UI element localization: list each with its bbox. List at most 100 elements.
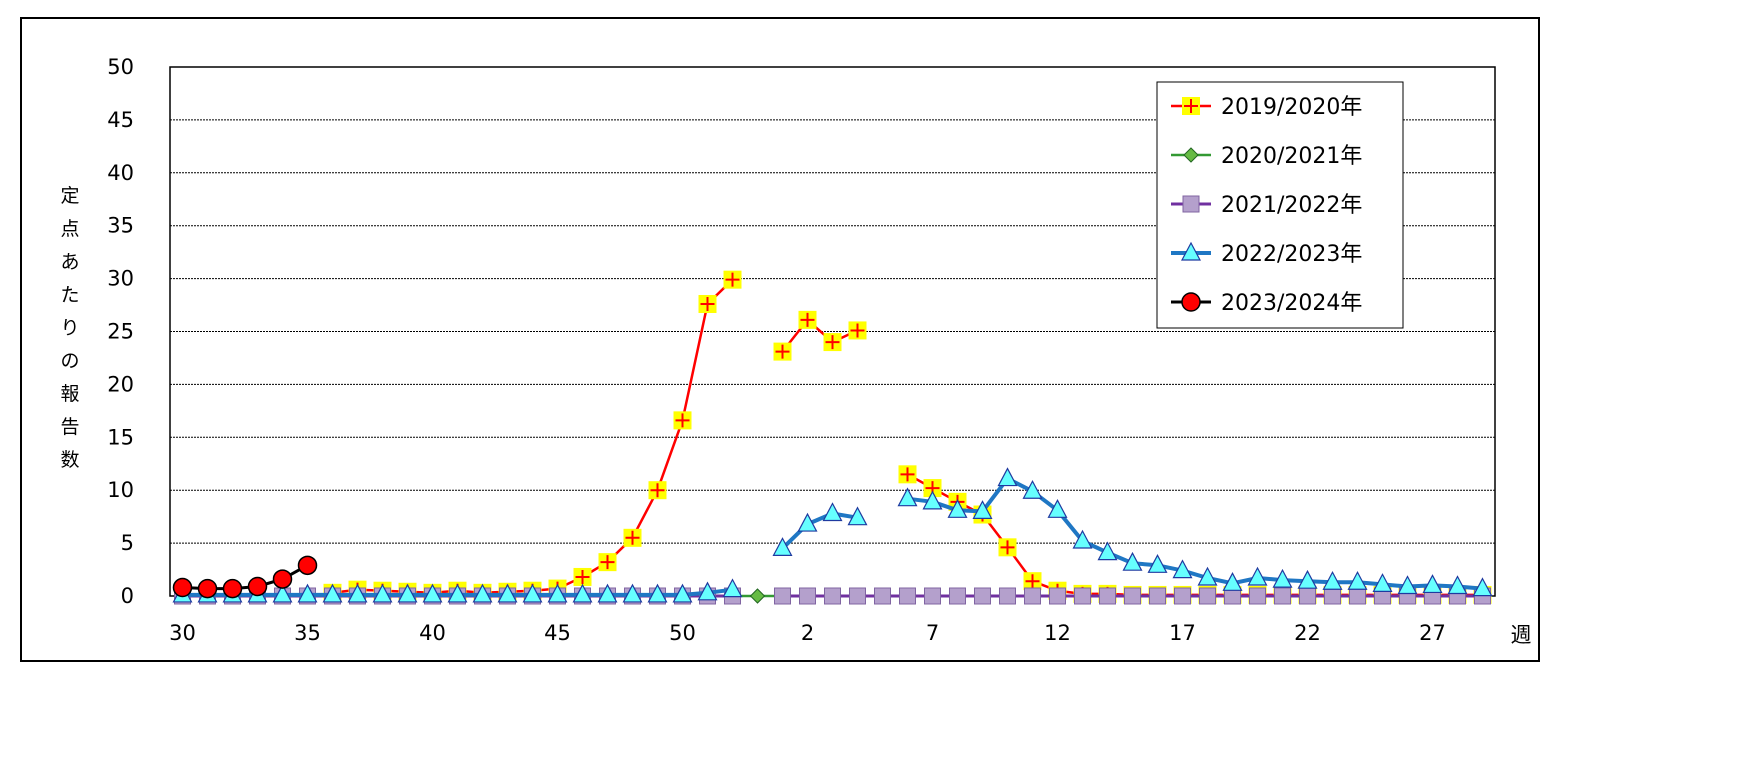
legend-label: 2022/2023年 (1221, 242, 1362, 267)
y-tick-label: 40 (107, 161, 134, 185)
series-4 (172, 555, 318, 599)
data-point (1072, 529, 1093, 549)
legend-label: 2019/2020年 (1221, 95, 1362, 120)
x-tick-label: 35 (294, 621, 321, 645)
y-tick-label: 45 (107, 108, 134, 132)
data-point (697, 581, 718, 601)
data-point (1124, 587, 1141, 605)
legend-entry: 2021/2022年 (1171, 193, 1362, 218)
legend: 2019/2020年 2020/2021年 2021/2022年 2022/2023年… (1156, 81, 1404, 329)
data-point (1249, 587, 1266, 605)
y-tick-label: 35 (107, 214, 134, 238)
data-point (297, 583, 318, 603)
data-point (1182, 195, 1200, 213)
x-tick-label: 45 (544, 621, 571, 645)
x-axis-label: 週 (1511, 623, 1532, 647)
data-point (1299, 587, 1316, 605)
y-tick-label: 10 (107, 478, 134, 502)
legend-entry: 2019/2020年 (1171, 95, 1362, 120)
data-point (447, 583, 468, 603)
data-point (647, 583, 668, 603)
data-point (1149, 587, 1166, 605)
data-point (749, 588, 766, 604)
data-point (924, 587, 941, 605)
data-point (774, 587, 791, 605)
data-point (1397, 575, 1418, 595)
data-point (497, 583, 518, 603)
x-tick-label: 30 (169, 621, 196, 645)
data-point (1349, 587, 1366, 605)
data-point (422, 583, 443, 603)
data-point (597, 583, 618, 603)
data-point (622, 583, 643, 603)
data-point (347, 583, 368, 603)
data-point (1472, 577, 1493, 597)
data-point (1297, 569, 1318, 589)
legend-label: 2023/2024年 (1221, 291, 1362, 316)
data-point (1272, 568, 1293, 588)
data-point (822, 502, 843, 522)
chart-frame: 0 5 10 15 20 25 30 35 40 45 50 30 35 40 45 50 2 7 12 17 22 27… (20, 17, 1540, 662)
data-point (1247, 566, 1268, 586)
data-point (1022, 479, 1043, 499)
data-point (1174, 587, 1191, 605)
data-point (897, 487, 918, 507)
data-point (974, 587, 991, 605)
data-point (1324, 587, 1341, 605)
data-point (949, 587, 966, 605)
data-point (1074, 587, 1091, 605)
data-point (922, 490, 943, 510)
x-tick-label: 40 (419, 621, 446, 645)
data-point (772, 537, 793, 556)
data-point (1181, 292, 1201, 312)
data-point (397, 583, 418, 603)
data-point (1097, 541, 1118, 561)
y-tick-label: 5 (121, 531, 134, 555)
data-point (297, 555, 318, 576)
legend-label: 2021/2022年 (1221, 193, 1362, 218)
x-tick-label: 50 (669, 621, 696, 645)
x-tick-label: 22 (1294, 621, 1321, 645)
data-point (1322, 570, 1343, 590)
y-tick-label: 25 (107, 320, 134, 344)
x-tick-label: 7 (926, 621, 939, 645)
x-tick-label: 2 (801, 621, 814, 645)
data-point (1172, 559, 1193, 579)
data-point (472, 583, 493, 603)
data-point (572, 583, 593, 603)
data-point (1447, 575, 1468, 595)
y-tick-label: 0 (121, 584, 134, 608)
data-point (1199, 587, 1216, 605)
y-tick-label: 20 (107, 372, 134, 396)
data-point (372, 583, 393, 603)
data-point (672, 583, 693, 603)
y-tick-label: 30 (107, 267, 134, 291)
series-3 (172, 467, 1493, 603)
data-point (1183, 147, 1199, 163)
legend-entry: 2023/2024年 (1171, 291, 1362, 316)
data-point (824, 587, 841, 605)
data-point (997, 467, 1018, 487)
data-point (547, 583, 568, 603)
legend-entry: 2022/2023年 (1171, 241, 1362, 267)
data-point (322, 583, 343, 603)
data-point (999, 587, 1016, 605)
data-point (797, 512, 818, 532)
data-point (172, 577, 193, 598)
data-point (1024, 587, 1041, 605)
data-point (1222, 572, 1243, 591)
data-point (1372, 573, 1393, 592)
data-point (1047, 499, 1068, 518)
x-tick-label: 27 (1419, 621, 1446, 645)
series-line (182, 476, 1483, 597)
data-point (1274, 587, 1291, 605)
data-point (1181, 241, 1201, 261)
data-point (1147, 554, 1168, 573)
y-axis-label: 定点あたりの報告数 (60, 185, 79, 471)
data-point (1099, 587, 1116, 605)
legend-entry: 2020/2021年 (1171, 144, 1362, 169)
x-tick-label: 12 (1044, 621, 1071, 645)
data-point (899, 587, 916, 605)
legend-label: 2020/2021年 (1221, 144, 1362, 169)
